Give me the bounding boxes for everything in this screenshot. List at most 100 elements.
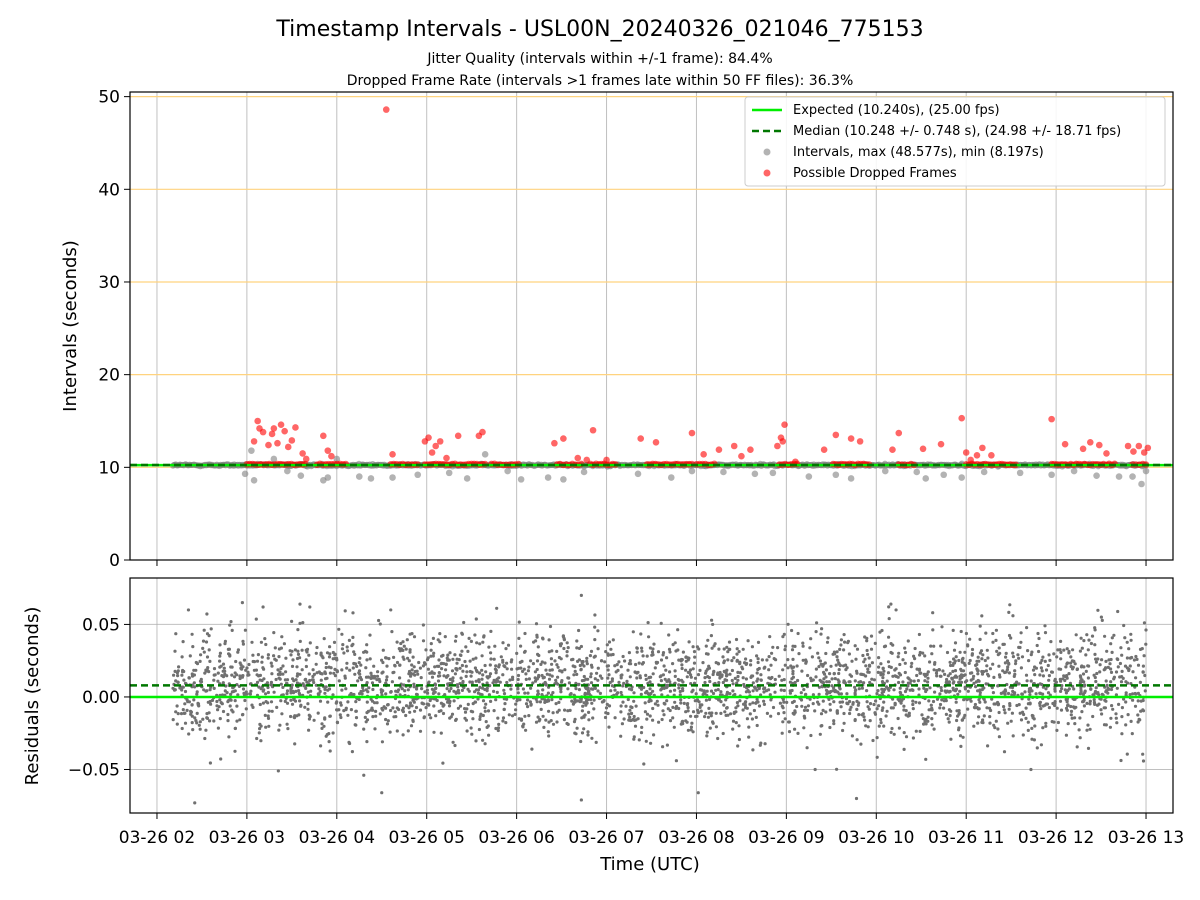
residual-point [899,691,903,695]
residual-point [481,713,485,718]
residual-point [835,690,839,694]
residual-point [897,680,901,685]
interval-point [751,470,759,478]
residual-point [339,703,343,707]
residual-point [1077,728,1081,732]
residual-point [780,731,784,735]
residual-point [745,717,750,721]
residual-point [241,665,245,669]
residual-point [828,702,832,706]
residual-point [370,681,375,685]
residual-point [698,703,702,707]
residual-point [263,713,267,718]
residual-point [565,641,569,645]
residual-point [792,699,796,704]
residual-point [1087,638,1091,642]
residual-point [714,688,718,692]
residual-point [415,687,419,691]
residual-point [320,726,324,731]
residual-point [551,722,556,726]
residual-point [279,682,283,686]
residual-point [398,700,402,704]
residual-point [195,692,199,696]
residual-point [365,740,369,744]
dropped-frame-point [1079,445,1087,453]
residual-point [793,709,797,713]
residual-point [648,646,653,650]
residual-point [647,635,651,639]
residual-point [1099,708,1103,712]
residual-point [1114,693,1118,697]
residual-point [822,672,827,676]
residual-point [478,685,482,690]
residual-point [428,698,432,703]
residual-point [596,666,600,670]
residual-point [406,656,410,660]
residual-point [316,711,320,715]
residual-point [182,678,186,682]
intervals-y-tick-label: 0 [109,551,120,571]
residual-point [1136,699,1140,703]
residual-point [393,663,397,668]
residual-point [429,716,433,720]
residual-point [328,714,332,718]
residual-point [1082,639,1086,643]
dropped-frame-point [274,439,281,447]
residual-point [236,693,240,697]
residual-point [281,693,285,697]
residual-point [469,674,473,678]
residual-point [371,687,375,692]
residual-point [767,668,771,672]
residual-point [230,673,234,677]
residual-point [673,700,677,704]
residual-point [285,678,290,682]
residual-point [621,700,625,704]
residual-point [829,664,833,668]
residual-point [1108,725,1112,729]
residual-point [584,703,588,707]
residual-point [212,667,217,671]
residual-point [402,644,406,648]
residual-point [240,713,245,717]
residual-point [261,701,265,705]
interval-point [769,469,777,477]
residual-point [768,693,772,697]
residual-point [978,624,982,628]
residual-point [539,707,543,712]
residual-point [814,667,819,671]
residual-point [735,701,740,705]
residual-point [958,689,962,693]
residual-point [294,689,298,694]
residual-point [574,687,578,691]
residual-point [1096,657,1100,661]
residual-point [1093,702,1097,707]
residual-point [1086,676,1090,680]
residual-point [384,692,388,696]
residual-point [877,665,881,669]
residual-point [696,699,700,703]
residual-point [1096,608,1100,612]
residual-point [289,698,293,702]
residual-point [634,704,638,708]
residual-point [796,631,800,636]
residual-point [673,641,677,645]
residual-point [304,658,308,662]
residual-point [1079,686,1083,690]
residual-point [759,673,763,677]
residual-point [450,712,455,716]
residual-point [706,652,710,656]
residual-point [427,713,431,717]
residual-point [929,708,933,712]
residual-point [553,659,557,663]
residual-point [662,713,666,717]
residual-point [375,678,379,682]
residual-point [804,661,808,665]
residual-point [653,666,657,670]
residual-point [299,704,303,708]
residual-point [769,698,773,702]
residual-point [504,721,508,725]
residual-point [230,628,234,633]
residual-point [836,678,840,682]
residual-point [1006,665,1010,669]
residual-point [947,680,952,684]
